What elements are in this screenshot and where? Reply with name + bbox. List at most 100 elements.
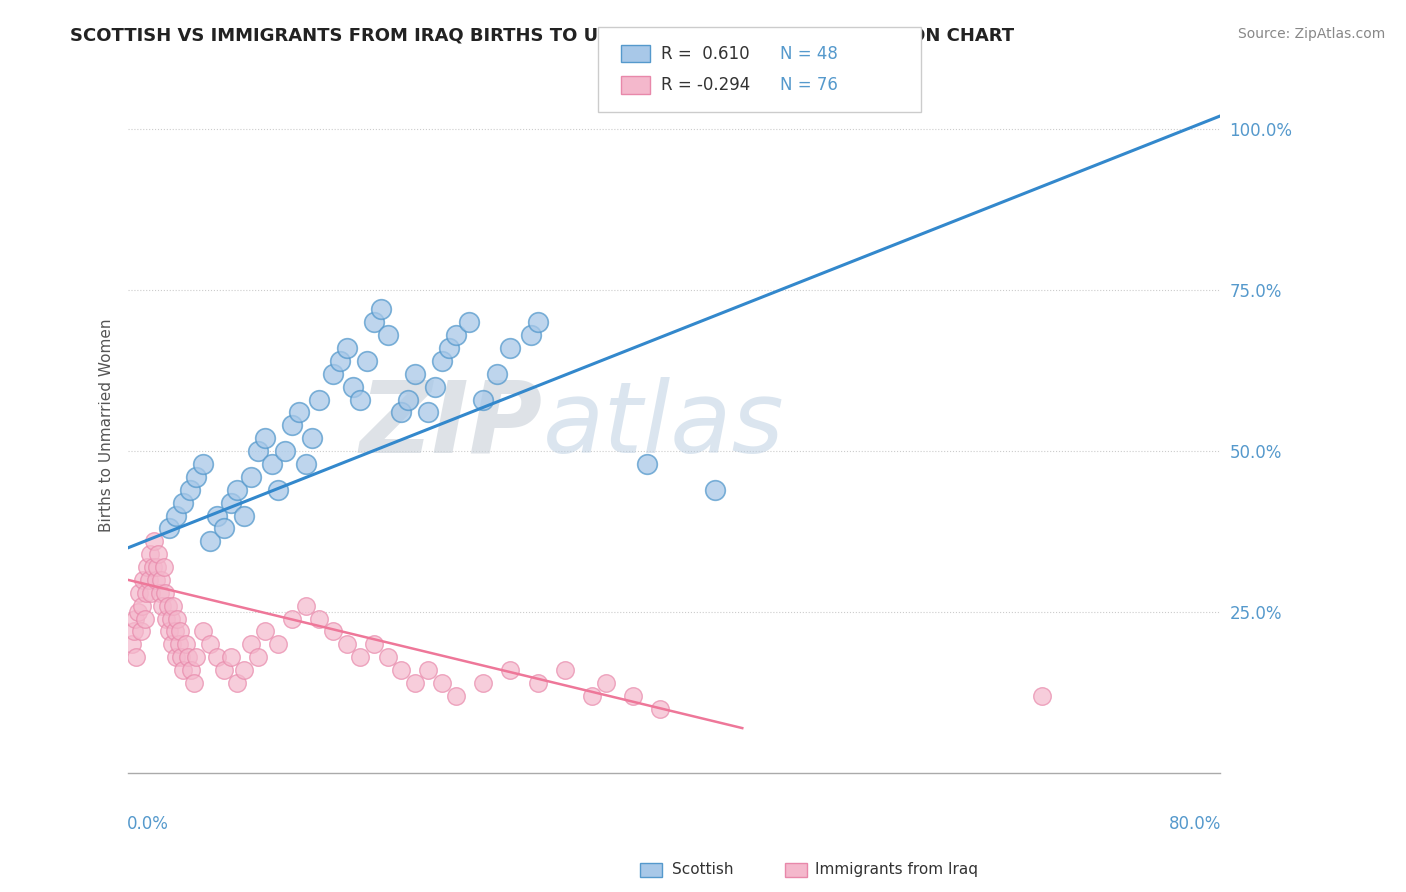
Point (342, 379, 364, 393)
Point (389, 663, 412, 677)
Point (294, 599, 316, 613)
Point (155, 611, 177, 625)
Point (145, 573, 167, 587)
Text: SCOTTISH VS IMMIGRANTS FROM IRAQ BIRTHS TO UNMARRIED WOMEN CORRELATION CHART: SCOTTISH VS IMMIGRANTS FROM IRAQ BIRTHS … (70, 27, 1014, 45)
Point (226, 483, 249, 497)
Point (167, 637, 190, 651)
Point (186, 650, 208, 665)
Point (205, 508, 228, 523)
Point (430, 354, 453, 368)
Point (1031, 689, 1053, 703)
Point (226, 676, 249, 690)
Point (172, 663, 194, 677)
Point (349, 650, 371, 665)
Text: Immigrants from Iraq: Immigrants from Iraq (815, 863, 979, 877)
Point (205, 650, 228, 665)
Point (193, 624, 215, 639)
Text: Scottish: Scottish (672, 863, 734, 877)
Point (128, 586, 150, 600)
Point (363, 637, 385, 651)
Point (335, 637, 357, 651)
Point (146, 560, 169, 574)
Point (294, 457, 316, 471)
Point (135, 586, 157, 600)
Point (198, 534, 221, 549)
Point (233, 663, 256, 677)
Text: N = 48: N = 48 (780, 45, 838, 62)
Point (183, 676, 205, 690)
Point (650, 702, 672, 716)
Point (370, 302, 392, 317)
Point (444, 689, 467, 703)
Point (166, 611, 188, 625)
Point (148, 547, 170, 561)
Point (131, 599, 153, 613)
Point (308, 611, 330, 625)
Point (301, 431, 323, 445)
Point (246, 444, 269, 458)
Point (233, 508, 256, 523)
Point (581, 689, 603, 703)
Point (404, 367, 426, 381)
Point (170, 650, 193, 665)
Point (377, 328, 399, 343)
Text: ZIP: ZIP (360, 376, 543, 474)
Point (356, 354, 378, 368)
Point (636, 457, 658, 471)
Point (499, 341, 522, 355)
Point (389, 405, 412, 419)
Text: 0.0%: 0.0% (127, 815, 169, 833)
Point (125, 650, 148, 665)
Point (253, 624, 276, 639)
Point (134, 611, 156, 625)
Point (160, 637, 183, 651)
Point (149, 586, 172, 600)
Point (169, 624, 191, 639)
Point (174, 637, 197, 651)
Point (129, 624, 152, 639)
Point (219, 495, 242, 509)
Point (404, 676, 426, 690)
Point (418, 405, 440, 419)
Point (554, 663, 576, 677)
Point (143, 534, 166, 549)
Point (396, 392, 419, 407)
Point (526, 315, 548, 329)
Point (163, 624, 186, 639)
Y-axis label: Births to Unmarried Women: Births to Unmarried Women (100, 318, 114, 532)
Point (430, 676, 453, 690)
Point (141, 586, 163, 600)
Point (526, 676, 548, 690)
Point (153, 586, 176, 600)
Point (157, 521, 180, 535)
Point (162, 599, 184, 613)
Point (177, 650, 200, 665)
Point (240, 637, 263, 651)
Point (212, 521, 235, 535)
Point (124, 611, 146, 625)
Point (308, 392, 330, 407)
Point (260, 457, 283, 471)
Point (437, 341, 460, 355)
Point (253, 431, 276, 445)
Point (520, 328, 543, 343)
Point (179, 483, 201, 497)
Point (157, 624, 180, 639)
Point (363, 315, 385, 329)
Point (377, 650, 399, 665)
Point (180, 663, 202, 677)
Point (193, 457, 215, 471)
Point (329, 354, 352, 368)
Point (472, 676, 495, 690)
Point (142, 560, 165, 574)
Point (138, 573, 160, 587)
Point (444, 328, 467, 343)
Point (136, 560, 159, 574)
Point (186, 470, 208, 484)
Point (274, 444, 297, 458)
Point (425, 379, 447, 393)
Point (127, 605, 149, 619)
Point (267, 483, 290, 497)
Point (322, 367, 344, 381)
Point (704, 483, 727, 497)
